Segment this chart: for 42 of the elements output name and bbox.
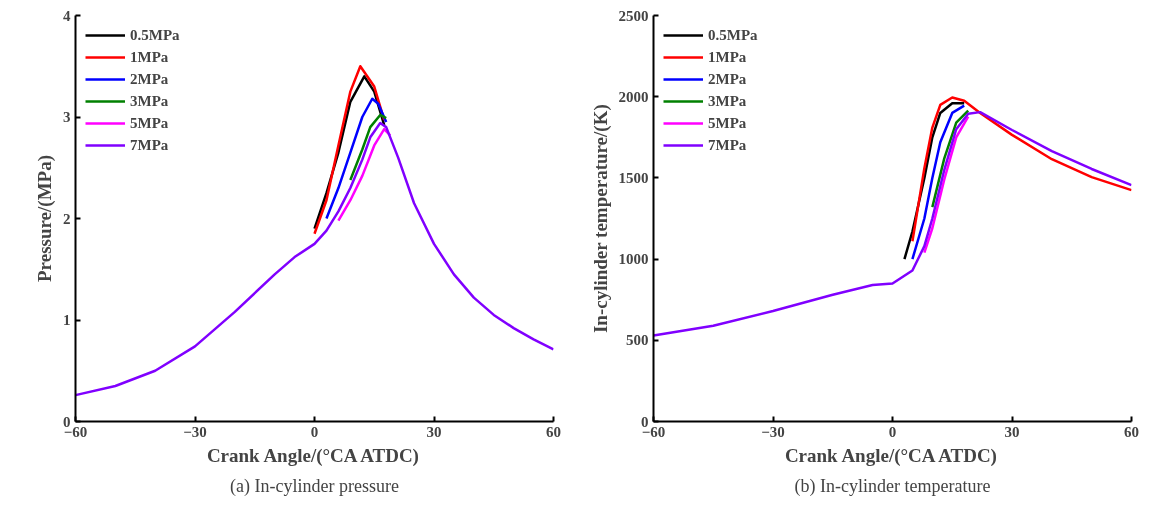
x-tick-label: −30 (761, 423, 785, 440)
x-tick-label: 60 (546, 423, 561, 440)
line-series (325, 97, 388, 220)
legend-label: 2MPa (130, 70, 169, 88)
text: (b) In-cylinder temperature (794, 475, 991, 497)
y-tick-label: 2500 (618, 7, 649, 24)
x-tick-label: 0 (888, 423, 897, 440)
legend-label: 1MPa (708, 48, 747, 66)
y-axis-title: In-cylinder temperature/(K) (589, 104, 612, 334)
legend-label: 0.5MPa (708, 26, 758, 44)
y-tick-label: 1500 (618, 169, 649, 186)
line-series (923, 115, 970, 254)
legend-label: 1MPa (130, 48, 169, 66)
legend-label: 5MPa (130, 114, 169, 132)
y-tick-label: 2000 (618, 88, 649, 105)
y-tick-label: 2 (63, 210, 71, 227)
legend-label: 7MPa (708, 136, 747, 154)
x-tick-label: 30 (1004, 423, 1020, 440)
line-series (653, 110, 1132, 337)
legend-label: 2MPa (708, 70, 747, 88)
y-tick-label: 1000 (618, 251, 649, 268)
x-axis-title: Crank Angle/(°CA ATDC) (206, 444, 419, 467)
legend-label: 3MPa (130, 92, 169, 110)
line-series (931, 109, 970, 209)
line-series (349, 113, 388, 182)
y-tick-label: 4 (63, 7, 71, 24)
x-tick-label: 30 (426, 423, 442, 440)
legend-label: 3MPa (708, 92, 747, 110)
y-tick-label: 3 (63, 109, 71, 125)
x-axis-title: Crank Angle/(°CA ATDC) (784, 444, 997, 467)
x-tick-label: 60 (1124, 423, 1139, 440)
y-axis-title: Pressure/(MPa) (34, 155, 56, 282)
y-tick-label: 1 (63, 312, 71, 328)
text: (a) In-cylinder pressure (230, 475, 399, 497)
line-series (337, 127, 392, 222)
legend-label: 0.5MPa (130, 26, 180, 44)
legend-label: 5MPa (708, 114, 747, 132)
x-tick-label: −30 (183, 423, 207, 440)
line-series (911, 96, 1132, 243)
x-tick-label: 0 (310, 423, 319, 440)
legend-label: 7MPa (130, 136, 169, 154)
y-tick-label: 500 (626, 332, 649, 349)
